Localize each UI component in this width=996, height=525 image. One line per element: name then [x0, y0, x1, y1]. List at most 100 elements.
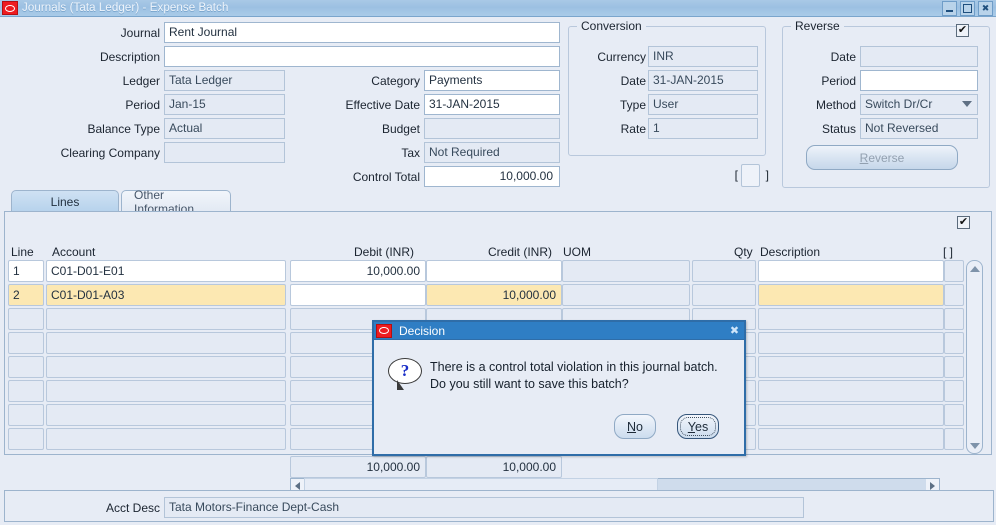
budget-field[interactable]: [424, 118, 560, 139]
grid-cell-description[interactable]: [758, 404, 944, 426]
grid-cell-uom[interactable]: [562, 260, 690, 282]
grid-cell-flex[interactable]: [944, 260, 964, 282]
minimize-icon[interactable]: [942, 1, 957, 16]
conversion-currency-field[interactable]: INR: [648, 46, 758, 67]
grid-cell-line[interactable]: [8, 356, 44, 378]
grid-cell-flex[interactable]: [944, 332, 964, 354]
dialog-message-line-2: Do you still want to save this batch?: [430, 377, 629, 391]
grid-cell-description[interactable]: [758, 380, 944, 402]
grid-cell-description[interactable]: [758, 284, 944, 306]
effective-date-field[interactable]: 31-JAN-2015: [424, 94, 560, 115]
reverse-status-label: Status: [821, 122, 856, 136]
scroll-right-arrow-icon[interactable]: [926, 479, 939, 492]
conversion-rate-field[interactable]: 1: [648, 118, 758, 139]
grid-cell-flex[interactable]: [944, 380, 964, 402]
grid-cell-account[interactable]: [46, 404, 286, 426]
dialog-body: ? There is a control total violation in …: [374, 340, 744, 454]
lines-horizontal-scrollbar[interactable]: [290, 478, 940, 493]
grid-cell-line[interactable]: [8, 332, 44, 354]
grid-cell-account[interactable]: [46, 308, 286, 330]
grid-cell-description[interactable]: [758, 308, 944, 330]
grid-cell-line[interactable]: 2: [8, 284, 44, 306]
grid-cell-description[interactable]: [758, 428, 944, 450]
grid-cell-description[interactable]: [758, 356, 944, 378]
grid-cell-account[interactable]: C01-D01-A03: [46, 284, 286, 306]
column-header-credit: Credit (INR): [488, 245, 553, 259]
grid-cell-line[interactable]: [8, 428, 44, 450]
grid-cell-flex[interactable]: [944, 428, 964, 450]
grid-cell-line[interactable]: [8, 308, 44, 330]
acct-desc-field[interactable]: Tata Motors-Finance Dept-Cash: [164, 497, 804, 518]
effective-date-label: Effective Date: [345, 98, 420, 112]
grid-cell-line[interactable]: [8, 380, 44, 402]
description-field[interactable]: [164, 46, 560, 67]
grid-cell-line[interactable]: [8, 404, 44, 426]
yes-button-mnemonic: Y: [687, 419, 695, 434]
reverse-checkbox[interactable]: ✔: [956, 24, 969, 37]
scroll-up-arrow-icon[interactable]: [969, 263, 980, 274]
grid-cell-description[interactable]: [758, 260, 944, 282]
grid-cell-qty[interactable]: [692, 260, 756, 282]
period-field[interactable]: Jan-15: [164, 94, 285, 115]
grid-cell-flex[interactable]: [944, 308, 964, 330]
control-total-field[interactable]: 10,000.00: [424, 166, 560, 187]
grid-cell-account[interactable]: C01-D01-E01: [46, 260, 286, 282]
tab-lines[interactable]: Lines: [11, 190, 119, 212]
journal-label: Journal: [120, 26, 160, 40]
grid-cell-flex[interactable]: [944, 284, 964, 306]
grid-cell-account[interactable]: [46, 332, 286, 354]
scroll-down-arrow-icon[interactable]: [969, 440, 980, 451]
reverse-group: Reverse: [782, 19, 990, 188]
reverse-period-label: Period: [821, 74, 856, 88]
description-label: Description: [99, 50, 160, 64]
grid-cell-flex[interactable]: [944, 356, 964, 378]
period-label: Period: [125, 98, 160, 112]
grid-cell-qty[interactable]: [692, 284, 756, 306]
no-button[interactable]: No: [614, 414, 656, 439]
grid-cell-account[interactable]: [46, 428, 286, 450]
reverse-method-field[interactable]: Switch Dr/Cr: [860, 94, 978, 115]
reverse-button-mnemonic: R: [859, 150, 869, 165]
balance-type-field[interactable]: Actual: [164, 118, 285, 139]
grid-cell-debit[interactable]: [290, 284, 426, 306]
lines-vertical-scrollbar[interactable]: [966, 260, 983, 454]
window-title: Journals (Tata Ledger) - Expense Batch: [22, 2, 229, 14]
scroll-left-arrow-icon[interactable]: [291, 479, 304, 492]
reverse-status-field[interactable]: Not Reversed: [860, 118, 978, 139]
column-header-qty: Qty: [734, 245, 753, 259]
grid-cell-account[interactable]: [46, 356, 286, 378]
horizontal-scroll-track[interactable]: [658, 479, 926, 492]
grid-cell-description[interactable]: [758, 332, 944, 354]
tax-field[interactable]: Not Required: [424, 142, 560, 163]
reverse-button-label: everse: [868, 150, 905, 165]
lines-panel-checkbox[interactable]: ✔: [957, 216, 970, 229]
column-header-account: Account: [52, 245, 96, 259]
grid-cell-uom[interactable]: [562, 284, 690, 306]
chevron-down-icon[interactable]: [962, 101, 972, 107]
conversion-date-field[interactable]: 31-JAN-2015: [648, 70, 758, 91]
close-icon[interactable]: ✖: [978, 1, 993, 16]
grid-cell-credit[interactable]: [426, 260, 562, 282]
grid-cell-flex[interactable]: [944, 404, 964, 426]
maximize-icon[interactable]: [960, 1, 975, 16]
grid-cell-credit[interactable]: 10,000.00: [426, 284, 562, 306]
grid-cell-debit[interactable]: 10,000.00: [290, 260, 426, 282]
ledger-field[interactable]: Tata Ledger: [164, 70, 285, 91]
yes-button[interactable]: Yes: [677, 414, 719, 439]
column-header-uom: UOM: [563, 245, 591, 259]
reverse-period-field[interactable]: [860, 70, 978, 91]
balance-type-label: Balance Type: [87, 122, 161, 136]
close-icon[interactable]: ✖: [728, 324, 741, 337]
clearing-company-field[interactable]: [164, 142, 285, 163]
reverse-button[interactable]: Reverse: [806, 145, 958, 170]
tab-other-information[interactable]: Other Information: [121, 188, 231, 216]
oracle-logo-icon: [2, 1, 18, 15]
flexfield-button[interactable]: [741, 164, 760, 187]
grid-cell-account[interactable]: [46, 380, 286, 402]
journal-field[interactable]: Rent Journal: [164, 22, 560, 43]
flexfield-bracket-right: ]: [765, 168, 769, 182]
conversion-type-field[interactable]: User: [648, 94, 758, 115]
category-field[interactable]: Payments: [424, 70, 560, 91]
reverse-date-field[interactable]: [860, 46, 978, 67]
grid-cell-line[interactable]: 1: [8, 260, 44, 282]
